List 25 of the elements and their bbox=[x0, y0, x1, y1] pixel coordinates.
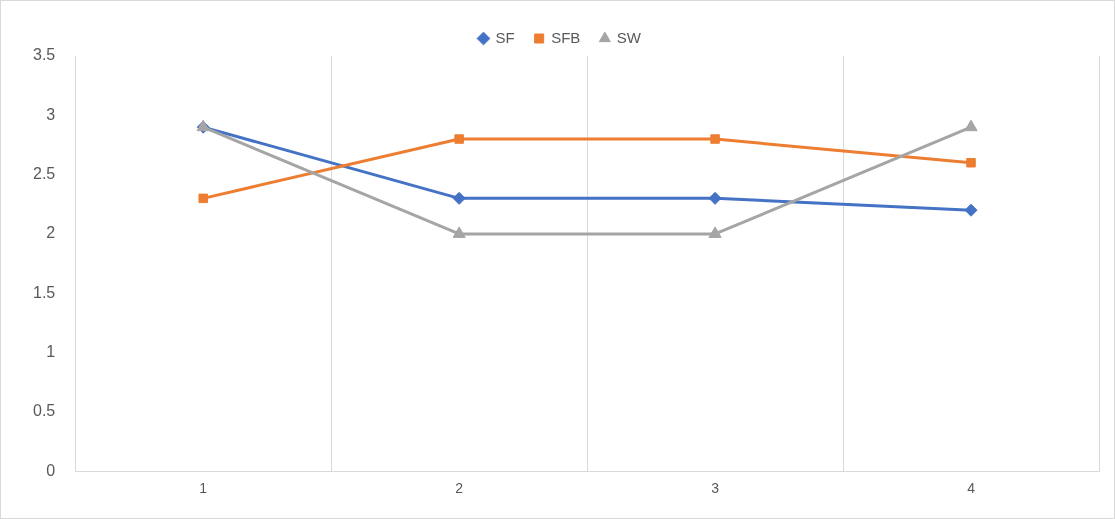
y-tick-label: 3.5 bbox=[32, 46, 56, 64]
legend-label: SF bbox=[495, 28, 515, 46]
y-tick-label: 2 bbox=[46, 224, 56, 242]
legend-label: SW bbox=[616, 28, 642, 46]
y-tick-label: 0.5 bbox=[32, 402, 56, 420]
point bbox=[452, 191, 466, 205]
point bbox=[708, 226, 722, 238]
x-tick-label: 2 bbox=[455, 480, 464, 497]
point bbox=[710, 134, 720, 144]
point bbox=[708, 191, 722, 205]
point bbox=[454, 134, 464, 144]
x-tick-label: 4 bbox=[967, 480, 976, 497]
point bbox=[964, 119, 978, 132]
point bbox=[966, 158, 976, 168]
y-tick-label: 2.5 bbox=[32, 165, 56, 183]
point bbox=[964, 203, 978, 217]
y-tick-label: 3 bbox=[46, 105, 56, 123]
x-tick-label: 1 bbox=[199, 480, 208, 497]
point bbox=[198, 193, 208, 204]
y-tick-label: 0 bbox=[46, 461, 56, 479]
y-tick-label: 1 bbox=[46, 342, 56, 360]
y-tick-label: 1.5 bbox=[32, 283, 56, 301]
point bbox=[452, 226, 466, 238]
legend-label: SFB bbox=[551, 28, 581, 46]
x-tick-label: 3 bbox=[711, 480, 720, 497]
